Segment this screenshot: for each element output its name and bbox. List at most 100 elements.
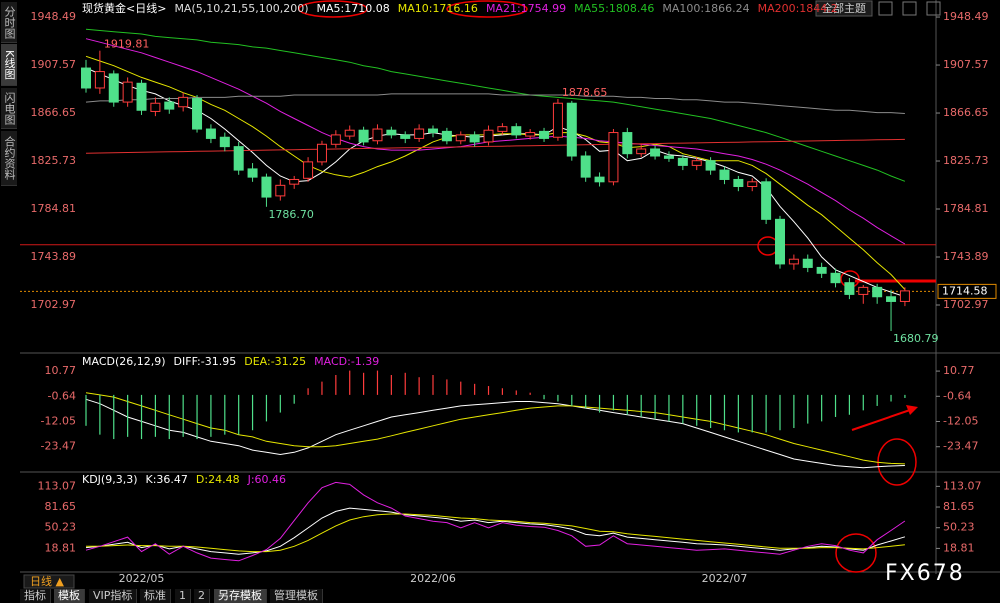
sidebar-tab[interactable]: K线图 (1, 44, 17, 86)
candle-body (775, 218, 785, 265)
y-tick-label: 50.23 (45, 521, 77, 534)
bottom-tab[interactable]: 模板 (54, 589, 85, 603)
y-tick-label: -0.64 (943, 389, 971, 402)
candle-body (788, 258, 799, 265)
x-tick-label: 2022/07 (702, 572, 748, 585)
candle-body (136, 82, 147, 111)
candle-body (594, 176, 605, 183)
legend-label: D:24.48 (196, 473, 240, 486)
candle-body (761, 181, 772, 220)
y-tick-label: 1743.89 (943, 250, 989, 263)
drawn-arrow (851, 409, 911, 431)
y-tick-label: -23.47 (41, 440, 76, 453)
bottom-tab[interactable]: VIP指标 (89, 589, 138, 603)
candle-body (608, 132, 619, 183)
y-tick-label: -12.05 (41, 415, 76, 428)
candle-body (899, 290, 910, 302)
candle-body (386, 129, 397, 136)
candle-body (275, 184, 286, 197)
legend-label: DIFF:-31.95 (174, 355, 237, 368)
low-label: 1680.79 (893, 332, 939, 345)
legend-label: MA55:1808.46 (574, 2, 654, 15)
candle-body (289, 178, 300, 185)
icon-button[interactable] (902, 1, 917, 16)
kdj-line (86, 513, 905, 553)
candle-body (94, 71, 105, 89)
bottom-tab[interactable]: 另存模板 (214, 589, 267, 603)
y-tick-label: 1825.73 (943, 154, 989, 167)
bottom-tab[interactable]: 标准 (140, 589, 171, 603)
candle-body (872, 286, 883, 298)
candle-body (261, 176, 272, 198)
sidebar-tab[interactable]: 闪电图 (1, 88, 17, 129)
legend-label: MA100:1866.24 (662, 2, 749, 15)
ma-line (85, 38, 906, 245)
candle-body (663, 155, 674, 159)
candle-body (122, 81, 133, 103)
y-tick-label: 1784.81 (943, 202, 989, 215)
ma-line (85, 138, 905, 154)
legend-label: MA21:1754.99 (486, 2, 566, 15)
theme-button-label[interactable]: 全部主题 (822, 1, 866, 15)
y-tick-label: 1948.49 (31, 10, 77, 23)
candle-body (844, 282, 855, 295)
y-tick-label: 18.81 (943, 541, 975, 554)
macd-line (85, 392, 905, 465)
y-tick-label: 1702.97 (31, 298, 77, 311)
candle-body (303, 161, 314, 179)
legend-label: MA200:1844.2 (758, 2, 838, 15)
y-tick-label: 113.07 (38, 479, 77, 492)
highlight-ellipse (298, 0, 368, 18)
candle-body (108, 73, 119, 103)
candle-body (344, 129, 355, 137)
candle-body (802, 258, 813, 268)
x-tick-label: 2022/06 (410, 572, 456, 585)
legend-label: MA10:1716.16 (398, 2, 478, 15)
kdj-line (85, 507, 906, 555)
candle-body (247, 168, 258, 178)
icon-button[interactable] (878, 1, 893, 16)
period-label[interactable]: 日线 ▲ (30, 574, 64, 588)
ma-line (85, 28, 906, 182)
candle-body (886, 296, 897, 302)
icon-button[interactable] (926, 1, 941, 16)
sidebar-tab[interactable]: 分时图 (1, 2, 17, 43)
price-tag (937, 283, 997, 299)
y-tick-label: -12.05 (943, 415, 978, 428)
candle-body (192, 98, 203, 130)
legend-label: 现货黄金<日线> (82, 1, 166, 15)
legend-label: DEA:-31.25 (244, 355, 306, 368)
candle-body (414, 128, 425, 139)
period-box[interactable] (23, 574, 75, 589)
bottom-tab[interactable]: 管理模板 (270, 589, 323, 603)
bottom-tab[interactable]: 1 (175, 589, 191, 603)
sidebar-tab[interactable]: 合约资料 (1, 131, 17, 186)
candle-body (330, 134, 341, 145)
candle-body (428, 128, 438, 134)
y-tick-label: -0.64 (48, 389, 76, 402)
candle-body (233, 146, 244, 171)
kdj-line (85, 481, 906, 562)
bottom-tab[interactable]: 指标 (20, 589, 51, 603)
candle-body (705, 160, 716, 171)
y-tick-label: 113.07 (943, 479, 982, 492)
highlight-ellipse (446, 0, 528, 18)
candle-body (622, 132, 633, 155)
bottom-tab[interactable]: 2 (194, 589, 210, 603)
candle-body (580, 155, 591, 178)
legend-label: MACD:-1.39 (314, 355, 379, 368)
candle-body (455, 134, 466, 142)
theme-button[interactable] (815, 0, 873, 17)
candle-body (733, 178, 744, 188)
candle-body (164, 101, 175, 110)
y-tick-label: 10.77 (45, 364, 77, 377)
high-label: 1878.65 (562, 86, 608, 99)
low-label: 1786.70 (268, 208, 314, 221)
candle-body (400, 134, 411, 139)
candle-body (747, 181, 758, 188)
y-tick-label: 1784.81 (31, 202, 77, 215)
y-tick-label: -23.47 (943, 440, 978, 453)
y-tick-label: 10.77 (943, 364, 975, 377)
